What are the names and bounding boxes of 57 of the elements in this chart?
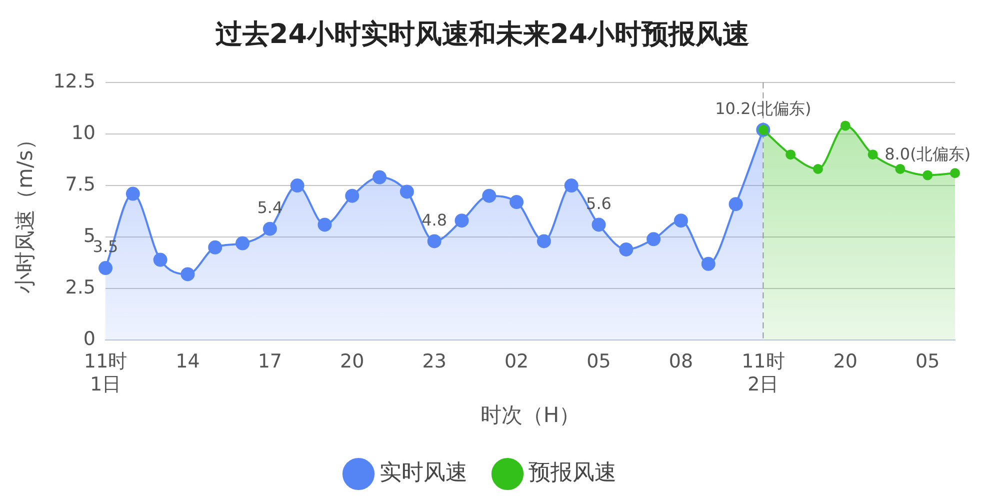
point <box>400 184 414 199</box>
point <box>345 188 360 203</box>
data-label: 5.4 <box>257 198 283 217</box>
point <box>701 256 716 271</box>
x-tick-label: 14 <box>176 350 200 373</box>
point <box>262 222 277 236</box>
point <box>868 150 878 160</box>
legend-label: 预报风速 <box>528 460 616 486</box>
x-tick-label: 11时 1日 <box>84 350 128 396</box>
point <box>482 188 496 203</box>
y-tick-label: 7.5 <box>65 173 96 196</box>
point <box>318 218 332 232</box>
point <box>208 240 222 254</box>
x-tick-label: 20 <box>833 350 858 373</box>
x-tick-label: 17 <box>258 350 282 373</box>
point <box>922 170 933 180</box>
x-tick-label: 08 <box>668 350 694 373</box>
x-tick-label: 05 <box>586 350 611 373</box>
y-tick-label: 0 <box>83 328 96 350</box>
x-tick-label: 05 <box>916 350 940 373</box>
x-tick-label: 23 <box>422 350 446 373</box>
point <box>126 186 140 201</box>
point <box>372 170 387 184</box>
point <box>728 197 743 212</box>
point <box>950 168 960 178</box>
point <box>510 195 524 210</box>
point <box>454 214 469 228</box>
point <box>619 242 634 256</box>
x-tick-label: 11时 2日 <box>742 350 785 396</box>
y-tick-label: 12.5 <box>53 70 96 92</box>
point <box>895 164 906 174</box>
point <box>840 120 850 131</box>
point <box>290 178 304 193</box>
y-tick-label: 10 <box>71 122 96 144</box>
point <box>812 164 823 174</box>
point <box>564 178 578 193</box>
point <box>592 218 606 232</box>
point <box>646 232 661 246</box>
point <box>153 252 168 267</box>
point <box>236 236 250 250</box>
legend-label: 实时风速 <box>380 460 468 486</box>
chart-title: 过去24小时实时风速和未来24小时预报风速 <box>214 19 750 50</box>
point <box>536 234 551 248</box>
x-axis-title: 时次（H） <box>480 402 580 427</box>
data-label: 10.2(北偏东) <box>715 98 812 118</box>
x-tick-label: 20 <box>340 350 364 373</box>
x-tick-label: 02 <box>504 350 529 373</box>
point <box>674 214 688 228</box>
data-label: 4.8 <box>422 210 448 230</box>
y-tick-label: 2.5 <box>65 276 96 299</box>
point <box>786 150 796 160</box>
point <box>98 261 113 276</box>
point <box>180 267 195 282</box>
data-label: 5.6 <box>586 194 612 213</box>
y-axis-title: 小时风速（m/s） <box>13 129 38 294</box>
point <box>427 234 442 248</box>
data-label: 8.0(北偏东) <box>884 144 971 164</box>
